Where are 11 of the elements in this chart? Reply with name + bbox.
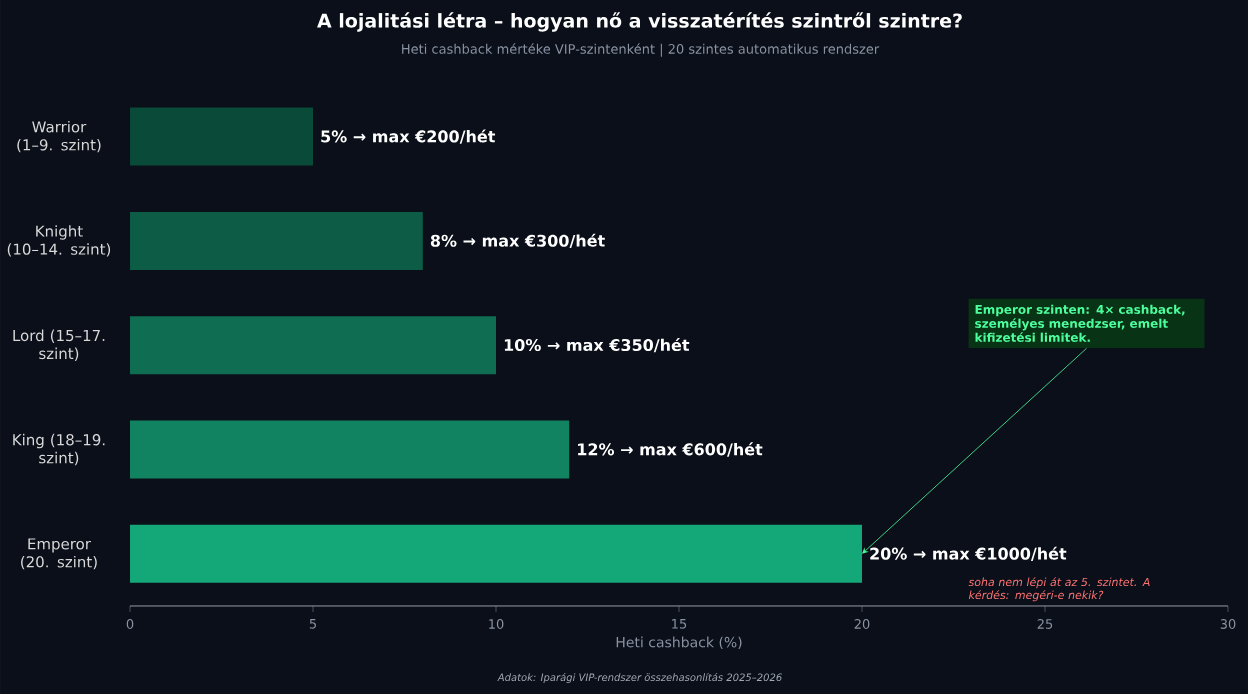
bar [130,107,314,166]
bar [130,211,423,270]
chart-title: A lojalitási létra – hogyan nő a visszatérítés szintről szintre? [317,12,962,32]
bar [130,420,570,479]
bar [130,316,496,375]
bar [130,524,862,583]
data-label: 8% → max €300/hét [430,233,605,249]
data-label: 10% → max €350/hét [504,338,690,353]
data-label: 12% → max €600/hét [578,442,763,457]
data-label: 5% → max €200/hét [321,129,496,144]
data-label: 20% → max €1000/hét [870,546,1067,561]
